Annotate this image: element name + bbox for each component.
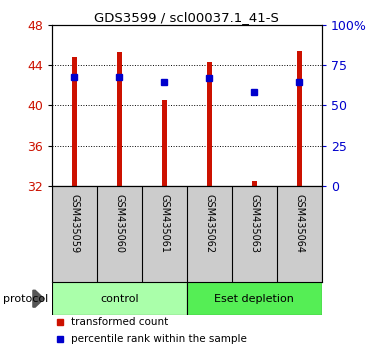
Text: transformed count: transformed count bbox=[71, 317, 168, 327]
Text: percentile rank within the sample: percentile rank within the sample bbox=[71, 334, 246, 344]
Text: GSM435062: GSM435062 bbox=[204, 194, 214, 253]
Bar bbox=[297, 51, 302, 186]
Text: Eset depletion: Eset depletion bbox=[215, 293, 294, 304]
Bar bbox=[117, 52, 122, 186]
Bar bbox=[72, 57, 77, 186]
Text: GSM435061: GSM435061 bbox=[159, 194, 169, 253]
Text: GSM435059: GSM435059 bbox=[69, 194, 79, 253]
Text: protocol: protocol bbox=[3, 293, 48, 304]
Bar bbox=[207, 62, 212, 186]
Text: GSM435060: GSM435060 bbox=[114, 194, 124, 253]
Text: GSM435064: GSM435064 bbox=[295, 194, 305, 253]
Text: control: control bbox=[100, 293, 139, 304]
Bar bbox=[187, 282, 322, 315]
Title: GDS3599 / scl00037.1_41-S: GDS3599 / scl00037.1_41-S bbox=[94, 11, 279, 24]
FancyArrow shape bbox=[33, 290, 44, 307]
Bar bbox=[252, 181, 257, 186]
Text: GSM435063: GSM435063 bbox=[249, 194, 259, 253]
Bar bbox=[162, 100, 167, 186]
Bar bbox=[52, 282, 187, 315]
